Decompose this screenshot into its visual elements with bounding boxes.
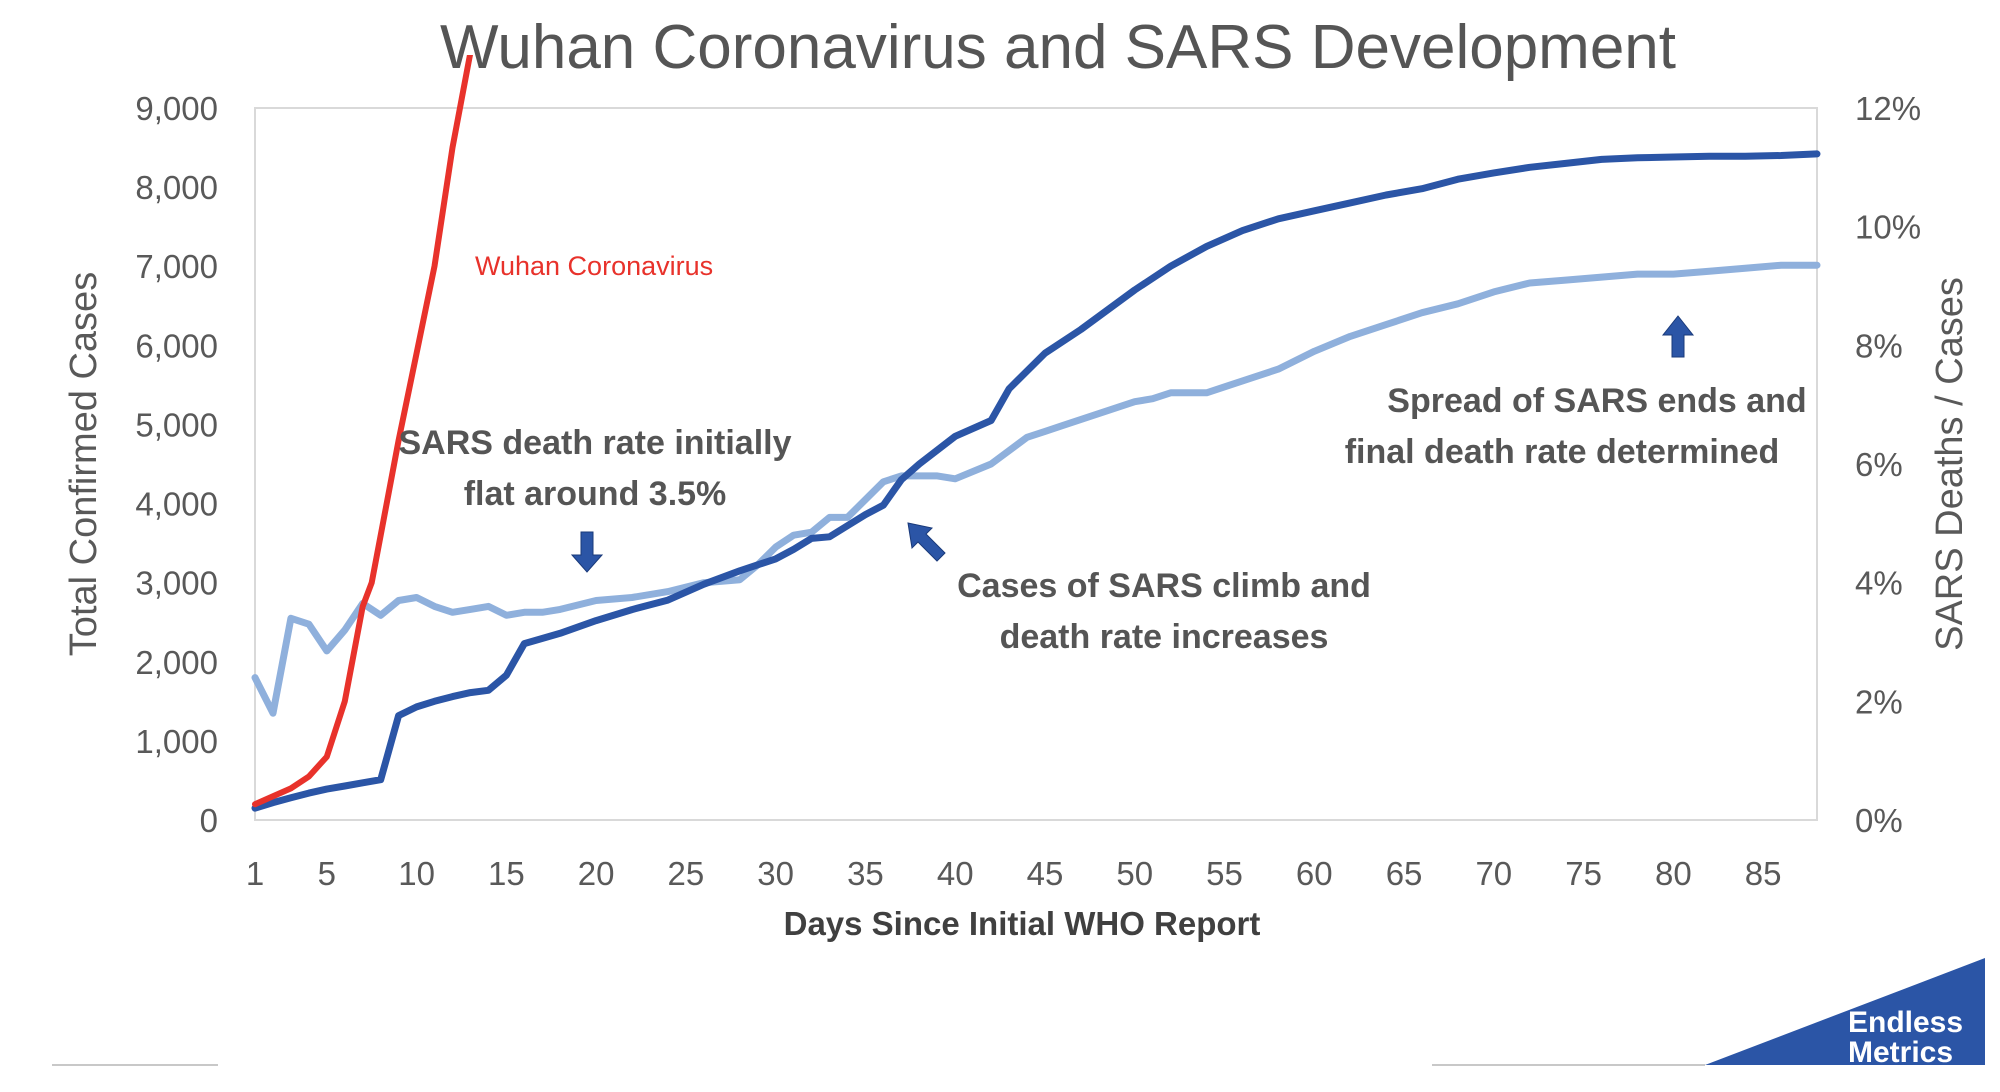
y2-axis-ticks: 0% 2% 4% 6% 8% 10% 12% <box>1855 90 1921 839</box>
annotation-flat-rate-line2: flat around 3.5% <box>464 475 727 513</box>
chart-title: Wuhan Coronavirus and SARS Development <box>440 13 1676 82</box>
annotation-climb-line1: Cases of SARS climb and <box>957 567 1371 605</box>
y-tick-label: 3,000 <box>135 565 218 602</box>
arrow-up-left-icon <box>907 522 946 562</box>
series-line-sars-deaths-cases <box>251 261 1821 717</box>
y2-tick-label: 8% <box>1855 327 1903 364</box>
annotation-ends-line2: final death rate determined <box>1345 433 1780 471</box>
brand-line1: Endless <box>1848 1006 1963 1039</box>
y-tick-label: 1,000 <box>135 723 218 760</box>
y2-tick-label: 2% <box>1855 683 1903 720</box>
y-axis-ticks: 0 1,000 2,000 3,000 4,000 5,000 6,000 7,000 8,00… <box>135 90 218 839</box>
x-tick-label: 65 <box>1386 855 1423 892</box>
x-tick-label: 35 <box>847 855 884 892</box>
y-axis-title: Total Confirmed Cases <box>63 272 105 656</box>
x-tick-label: 50 <box>1116 855 1153 892</box>
x-tick-label: 55 <box>1206 855 1243 892</box>
y2-tick-label: 4% <box>1855 565 1903 602</box>
x-tick-label: 20 <box>578 855 615 892</box>
x-axis-title: Days Since Initial WHO Report <box>784 905 1261 942</box>
annotation-flat-rate-line1: SARS death rate initially <box>399 424 792 462</box>
series-layer <box>251 55 1821 812</box>
x-tick-label: 60 <box>1296 855 1333 892</box>
x-axis-ticks: 1 5 10 15 20 25 30 35 40 45 50 55 60 65 70 75 80 85 <box>246 855 1782 892</box>
annotation-climb-line2: death rate increases <box>1000 618 1329 656</box>
x-tick-label: 70 <box>1475 855 1512 892</box>
y-tick-label: 0 <box>200 802 218 839</box>
x-tick-label: 80 <box>1655 855 1692 892</box>
x-tick-label: 75 <box>1565 855 1602 892</box>
y-tick-label: 4,000 <box>135 486 218 523</box>
series-label-wuhan: Wuhan Coronavirus <box>475 251 713 281</box>
x-tick-label: 5 <box>318 855 336 892</box>
x-tick-label: 15 <box>488 855 525 892</box>
y2-tick-label: 12% <box>1855 90 1921 127</box>
plot-area <box>254 107 1818 821</box>
y-tick-label: 5,000 <box>135 406 218 443</box>
y2-axis-title: SARS Deaths / Cases <box>1929 277 1971 651</box>
series-line-wuhan-coronavirus <box>252 55 474 808</box>
series-line-sars-cases <box>251 150 1821 812</box>
annotation-ends-line1: Spread of SARS ends and <box>1387 382 1806 420</box>
x-tick-label: 40 <box>937 855 974 892</box>
y-tick-label: 9,000 <box>135 90 218 127</box>
y-tick-label: 6,000 <box>135 327 218 364</box>
x-tick-label: 25 <box>668 855 705 892</box>
y2-tick-label: 6% <box>1855 446 1903 483</box>
y-tick-label: 7,000 <box>135 248 218 285</box>
y-tick-label: 2,000 <box>135 644 218 681</box>
arrow-down-icon <box>570 531 604 573</box>
x-tick-label: 45 <box>1027 855 1064 892</box>
brand-badge <box>1705 958 1985 1065</box>
y2-tick-label: 0% <box>1855 802 1903 839</box>
x-tick-label: 30 <box>757 855 794 892</box>
y2-tick-label: 10% <box>1855 209 1921 246</box>
y-tick-label: 8,000 <box>135 169 218 206</box>
x-tick-label: 10 <box>398 855 435 892</box>
arrow-up-icon <box>1661 315 1695 358</box>
brand-line2: Metrics <box>1848 1036 1953 1069</box>
x-tick-label: 1 <box>246 855 264 892</box>
x-tick-label: 85 <box>1745 855 1782 892</box>
